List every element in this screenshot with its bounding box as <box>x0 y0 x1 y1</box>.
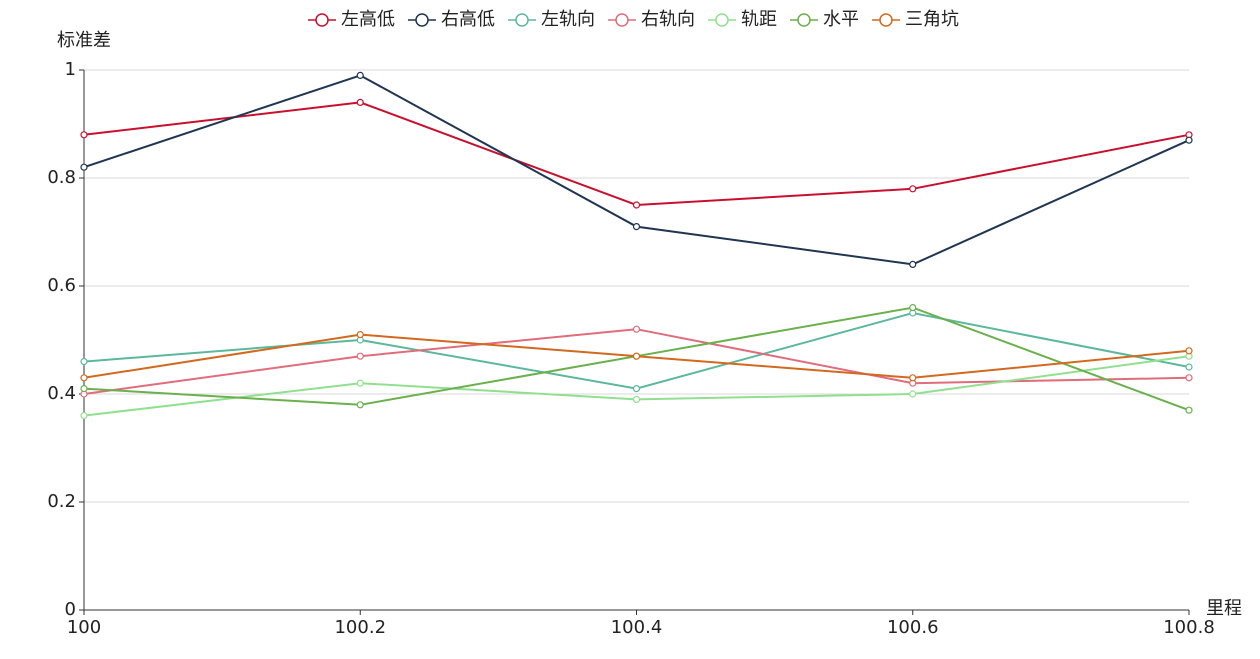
data-point <box>356 71 364 80</box>
data-point <box>909 304 917 312</box>
x-tick-label: 100.6 <box>887 617 939 638</box>
legend: 左高低 右高低 左轨向 右轨向 轨距 水平 三角坑 <box>308 9 959 30</box>
x-tick-label: 100.2 <box>334 617 386 638</box>
data-point <box>80 163 88 171</box>
data-point <box>1185 136 1193 144</box>
data-point <box>80 374 88 382</box>
y-tick-label: 0.6 <box>47 275 76 296</box>
data-point <box>909 390 917 398</box>
data-point <box>80 358 88 366</box>
data-point <box>1185 374 1193 382</box>
data-point <box>632 325 641 333</box>
legend-marker <box>615 13 629 27</box>
data-point <box>1185 363 1193 371</box>
data-point <box>356 352 364 360</box>
y-tick-label: 0.2 <box>47 491 76 512</box>
data-point <box>632 385 641 393</box>
legend-marker <box>879 13 893 27</box>
legend-label: 水平 <box>823 9 859 30</box>
data-point <box>80 385 88 393</box>
legend-marker <box>515 13 529 27</box>
y-tick-label: 0 <box>65 599 76 620</box>
data-point <box>356 401 364 409</box>
legend-label: 右高低 <box>441 9 495 30</box>
x-tick-label: 100.8 <box>1163 617 1215 638</box>
y-tick-label: 1 <box>65 59 76 80</box>
data-point <box>356 331 364 339</box>
legend-marker <box>797 13 811 27</box>
legend-marker <box>715 13 729 27</box>
legend-label: 三角坑 <box>905 9 959 30</box>
legend-label: 左高低 <box>341 9 395 30</box>
data-point <box>356 379 364 387</box>
x-tick-label: 100.4 <box>611 617 663 638</box>
series-line <box>83 311 1190 390</box>
series-line <box>83 328 1190 395</box>
legend-marker <box>315 13 329 27</box>
data-point <box>632 352 641 360</box>
legend-label: 左轨向 <box>541 9 595 30</box>
legend-label: 轨距 <box>741 9 777 30</box>
data-point <box>1185 406 1193 414</box>
series-line <box>83 74 1190 266</box>
data-point <box>356 98 364 107</box>
legend-marker <box>415 13 429 27</box>
y-tick-label: 0.8 <box>47 167 76 188</box>
data-point <box>1185 347 1193 355</box>
legend-label: 右轨向 <box>641 9 695 30</box>
data-point <box>632 395 641 403</box>
data-point <box>909 374 917 382</box>
x-tick-label: 100 <box>67 617 101 638</box>
data-point <box>632 201 641 209</box>
data-point <box>80 412 88 420</box>
series-line <box>83 101 1190 207</box>
data-point <box>909 260 917 268</box>
data-point <box>909 185 917 193</box>
y-tick-label: 0.4 <box>47 383 76 404</box>
data-point <box>80 131 88 139</box>
data-point <box>632 223 641 231</box>
y-axis-label: 标准差 <box>57 30 111 51</box>
x-axis-label: 里程 <box>1206 598 1242 619</box>
